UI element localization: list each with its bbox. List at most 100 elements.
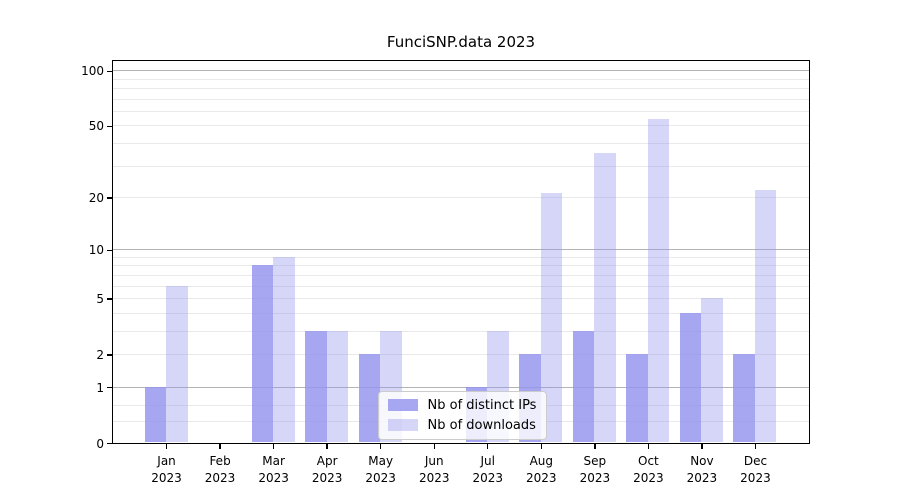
bar-nb-of-downloads-apr bbox=[326, 330, 349, 443]
y-tick-mark bbox=[107, 125, 112, 128]
gridline-minor bbox=[112, 88, 809, 90]
gridline-minor bbox=[112, 330, 809, 332]
x-tick-label: Apr 2023 bbox=[300, 453, 354, 487]
x-tick-month: Aug bbox=[529, 454, 554, 468]
x-tick-month: Dec bbox=[743, 454, 768, 468]
x-tick-month: Oct bbox=[638, 454, 659, 468]
gridline-decade bbox=[112, 386, 809, 388]
x-tick-mark bbox=[487, 444, 489, 449]
x-tick-year: 2023 bbox=[686, 471, 718, 485]
bar-nb-of-distinct-ips-mar bbox=[251, 265, 274, 443]
y-tick-label: 20 bbox=[88, 190, 104, 205]
gridline-minor bbox=[112, 285, 809, 287]
x-tick-mark bbox=[594, 444, 596, 449]
x-tick-mark bbox=[379, 444, 382, 449]
gridline-decade bbox=[112, 249, 809, 251]
y-tick-mark bbox=[107, 354, 112, 356]
gridline-minor bbox=[112, 165, 809, 167]
bar-nb-of-distinct-ips-apr bbox=[305, 330, 327, 443]
x-tick-mark bbox=[540, 444, 542, 449]
legend-row-distinct-ips: Nb of distinct IPs bbox=[387, 397, 537, 413]
x-tick-label: Jul 2023 bbox=[461, 453, 515, 487]
x-tick-month: Mar bbox=[262, 454, 285, 468]
chart-title: FunciSNP.data 2023 bbox=[386, 33, 536, 51]
legend-row-downloads: Nb of downloads bbox=[387, 417, 537, 433]
gridline-minor bbox=[112, 142, 809, 144]
x-tick-month: Nov bbox=[690, 454, 714, 468]
x-tick-label: Jun 2023 bbox=[407, 453, 461, 487]
bar-nb-of-downloads-aug bbox=[540, 193, 563, 443]
bar-nb-of-downloads-nov bbox=[701, 297, 723, 443]
plot-area: Nb of distinct IPs Nb of downloads bbox=[111, 59, 810, 444]
x-tick-mark bbox=[433, 444, 435, 449]
x-tick-label: Aug 2023 bbox=[514, 453, 568, 487]
x-tick-mark bbox=[219, 444, 221, 449]
gridline-minor bbox=[112, 353, 809, 355]
legend: Nb of distinct IPs Nb of downloads bbox=[377, 390, 548, 440]
gridline-minor bbox=[112, 110, 809, 112]
x-tick-year: 2023 bbox=[579, 471, 611, 485]
x-tick-year: 2023 bbox=[418, 471, 450, 485]
x-tick-mark bbox=[647, 444, 650, 449]
x-tick-year: 2023 bbox=[311, 471, 343, 485]
y-tick-mark bbox=[107, 70, 112, 73]
x-tick-month: Sep bbox=[583, 454, 607, 468]
x-tick-mark bbox=[165, 444, 168, 449]
x-tick-year: 2023 bbox=[633, 471, 664, 485]
bar-nb-of-distinct-ips-oct bbox=[626, 353, 648, 443]
x-tick-year: 2023 bbox=[740, 471, 771, 485]
x-tick-month: Jun bbox=[424, 454, 444, 468]
gridline-minor bbox=[112, 312, 809, 314]
bar-nb-of-downloads-jan bbox=[166, 285, 188, 443]
bar-nb-of-downloads-oct bbox=[647, 119, 670, 443]
x-tick-year: 2023 bbox=[472, 471, 504, 485]
x-tick-year: 2023 bbox=[151, 471, 182, 485]
legend-swatch-downloads bbox=[387, 419, 418, 431]
bar-nb-of-distinct-ips-sep bbox=[572, 330, 595, 443]
y-tick-label: 0 bbox=[96, 436, 104, 451]
x-tick-label: May 2023 bbox=[354, 453, 408, 487]
x-tick-label: Nov 2023 bbox=[675, 453, 729, 487]
y-tick-mark bbox=[107, 249, 112, 251]
bar-nb-of-distinct-ips-jan bbox=[144, 386, 167, 443]
x-tick-label: Jan 2023 bbox=[140, 453, 194, 487]
gridline-minor bbox=[112, 256, 809, 258]
x-tick-label: Feb 2023 bbox=[193, 453, 247, 487]
y-tick-label: 2 bbox=[96, 347, 104, 362]
legend-label-downloads: Nb of downloads bbox=[427, 417, 536, 433]
x-tick-label: Mar 2023 bbox=[247, 453, 301, 487]
y-tick-label: 1 bbox=[96, 380, 104, 395]
bar-nb-of-distinct-ips-may bbox=[358, 353, 381, 443]
gridline-minor bbox=[112, 78, 809, 80]
y-tick-label: 10 bbox=[88, 243, 104, 258]
x-tick-mark bbox=[272, 444, 275, 449]
x-tick-month: Jul bbox=[480, 454, 495, 468]
gridline-minor bbox=[112, 125, 809, 127]
y-tick-mark bbox=[107, 387, 112, 389]
x-tick-label: Oct 2023 bbox=[621, 453, 675, 487]
x-tick-mark bbox=[701, 444, 703, 449]
x-tick-label: Dec 2023 bbox=[728, 453, 782, 487]
x-tick-year: 2023 bbox=[204, 471, 236, 485]
x-tick-month: Apr bbox=[316, 454, 338, 468]
x-tick-label: Sep 2023 bbox=[568, 453, 622, 487]
x-tick-mark bbox=[326, 444, 328, 449]
y-tick-label: 5 bbox=[96, 291, 104, 306]
y-tick-label: 50 bbox=[88, 119, 104, 134]
gridline-minor bbox=[112, 297, 809, 299]
bar-nb-of-distinct-ips-dec bbox=[733, 353, 755, 443]
legend-label-distinct-ips: Nb of distinct IPs bbox=[427, 397, 537, 413]
y-tick-mark bbox=[107, 197, 112, 199]
y-tick-label: 100 bbox=[81, 64, 104, 79]
x-tick-mark bbox=[754, 444, 757, 449]
gridline-decade bbox=[112, 70, 809, 72]
x-tick-year: 2023 bbox=[365, 471, 396, 485]
bar-nb-of-downloads-mar bbox=[273, 256, 295, 443]
bar-nb-of-distinct-ips-nov bbox=[679, 312, 702, 443]
gridline-minor bbox=[112, 274, 809, 276]
legend-swatch-distinct-ips bbox=[387, 399, 418, 411]
x-tick-month: May bbox=[368, 454, 394, 468]
gridline-minor bbox=[112, 265, 809, 267]
x-tick-year: 2023 bbox=[526, 471, 557, 485]
